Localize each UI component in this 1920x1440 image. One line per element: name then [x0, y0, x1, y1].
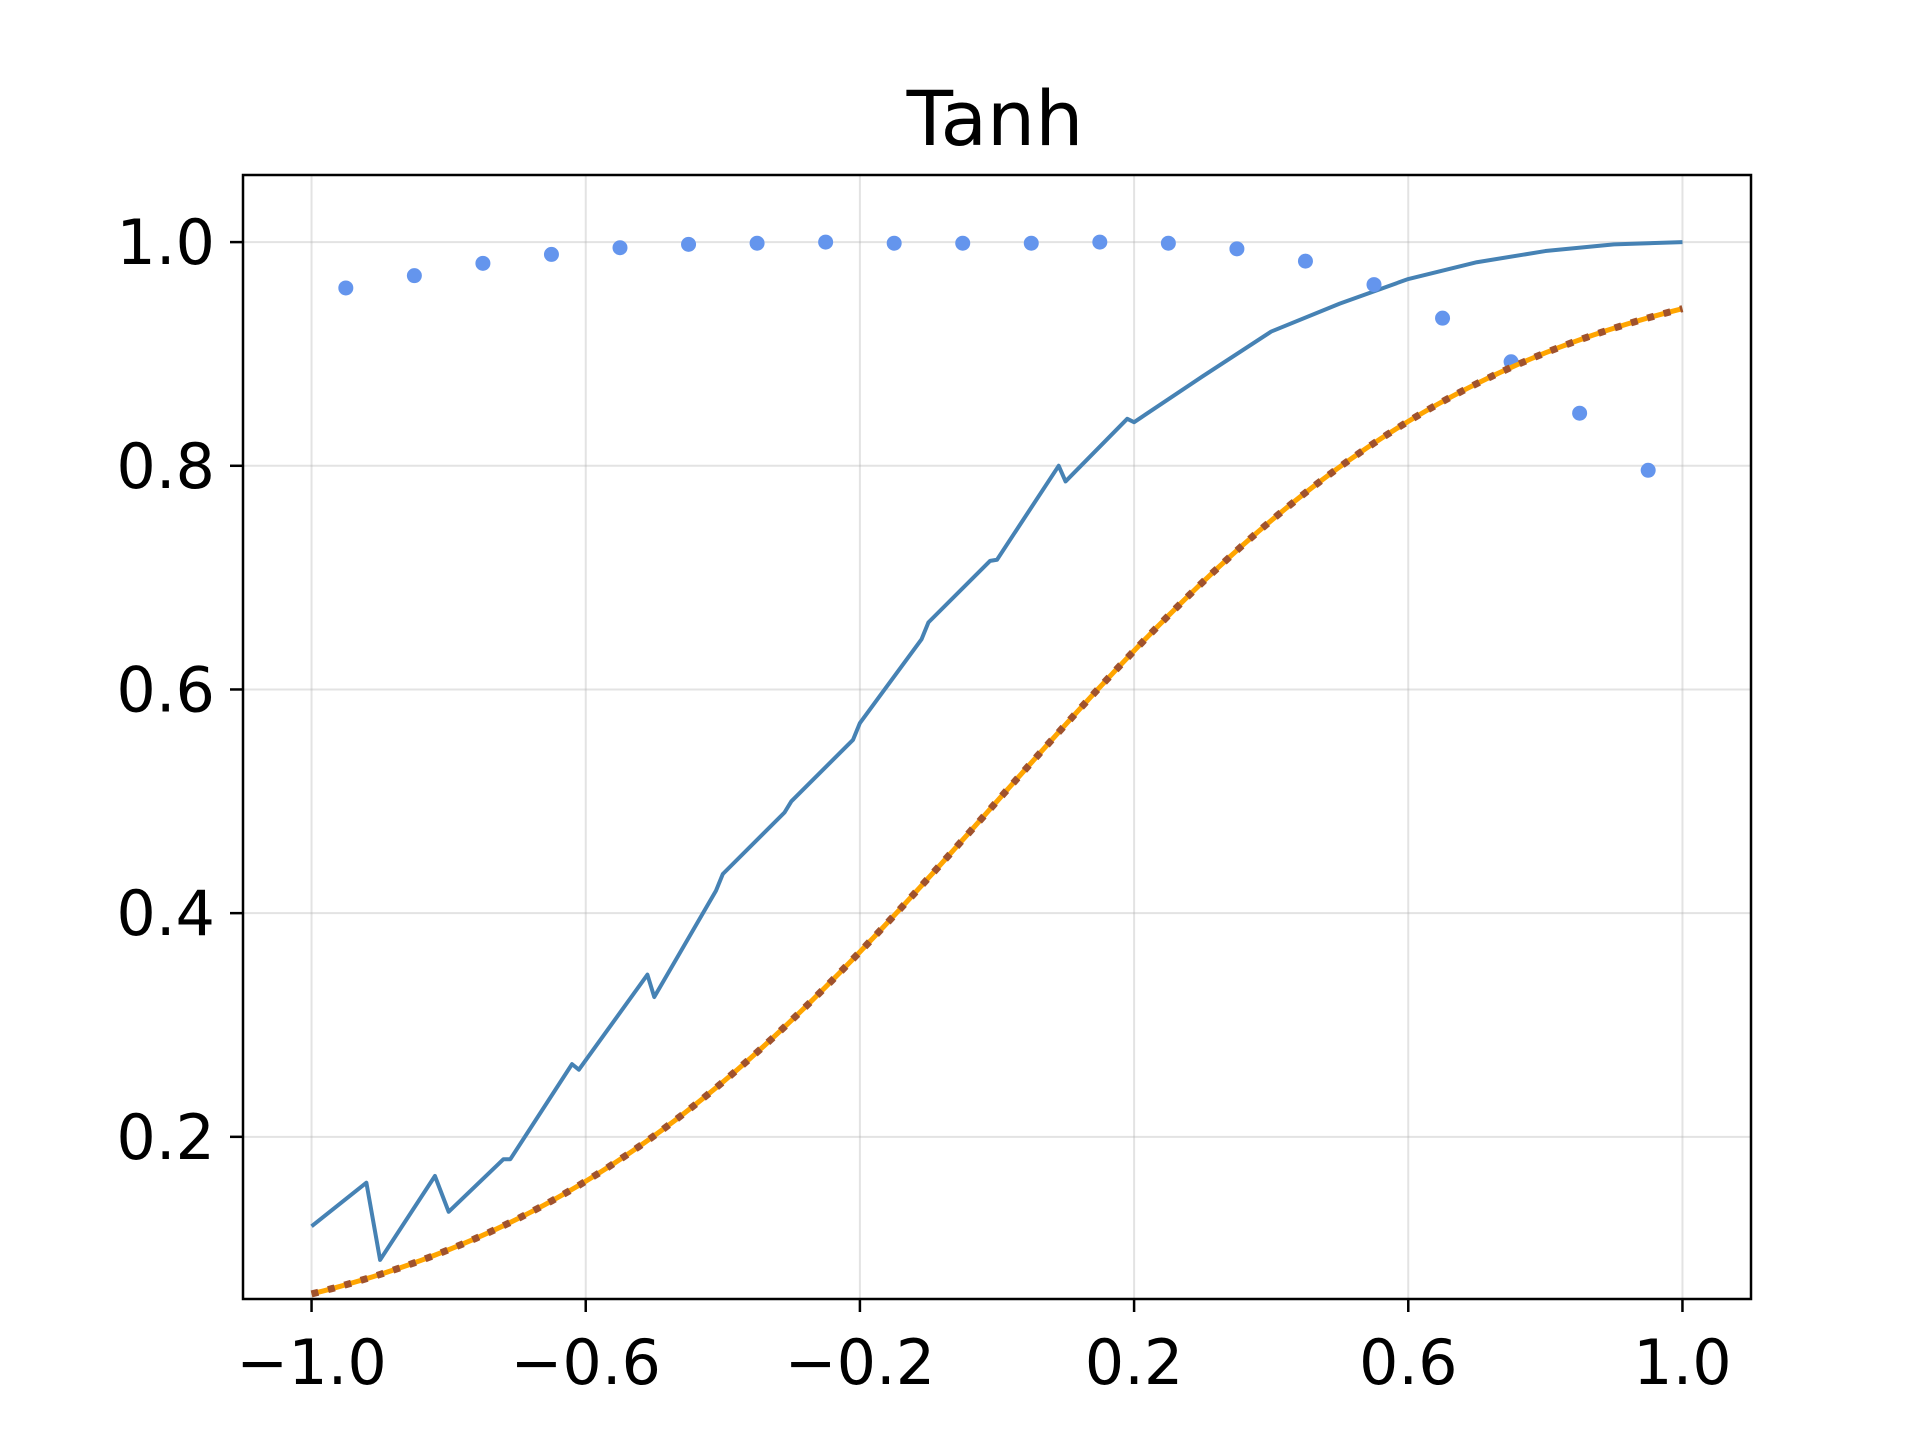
axes-frame — [241, 173, 1753, 1301]
scatter-point — [818, 234, 834, 250]
scatter-point — [1572, 405, 1588, 421]
chart-title: Tanh — [906, 74, 1084, 163]
scatter-point — [1023, 235, 1039, 251]
scatter-point — [1640, 462, 1656, 478]
scatter-point — [338, 280, 354, 296]
scatter-point — [749, 235, 765, 251]
scatter-point — [1297, 253, 1313, 269]
y-tick-label: 0.6 — [116, 653, 215, 726]
scatter-point — [1229, 241, 1245, 257]
scatter-point — [1160, 235, 1176, 251]
scatter-point — [612, 240, 628, 256]
y-tick-label: 0.2 — [116, 1101, 215, 1174]
x-tick-label: −1.0 — [236, 1326, 387, 1399]
scatter-point — [681, 236, 697, 252]
scatter-point — [406, 268, 422, 284]
scatter-point — [886, 235, 902, 251]
y-tick-label: 1.0 — [116, 206, 215, 279]
plot-area — [310, 234, 1684, 1298]
series-line-0 — [310, 240, 1683, 1262]
y-axis: 0.2 0.4 0.6 0.8 1.0 — [116, 206, 243, 1174]
scatter-point — [1435, 310, 1451, 326]
scatter-point — [1366, 277, 1382, 293]
scatter-point — [955, 235, 971, 251]
x-tick-label: −0.2 — [785, 1326, 936, 1399]
x-tick-label: 1.0 — [1633, 1326, 1732, 1399]
scatter-point — [1092, 234, 1108, 250]
grid-lines — [243, 175, 1751, 1299]
y-tick-label: 0.4 — [116, 877, 215, 950]
x-tick-label: −0.6 — [510, 1326, 661, 1399]
y-tick-label: 0.8 — [116, 430, 215, 503]
x-tick-label: 0.2 — [1085, 1326, 1184, 1399]
x-axis: −1.0 −0.6 −0.2 0.2 0.6 1.0 — [236, 1299, 1732, 1399]
series-line-3 — [310, 305, 1684, 1298]
x-tick-label: 0.6 — [1359, 1326, 1458, 1399]
scatter-point — [543, 246, 559, 262]
scatter-point — [475, 255, 491, 271]
